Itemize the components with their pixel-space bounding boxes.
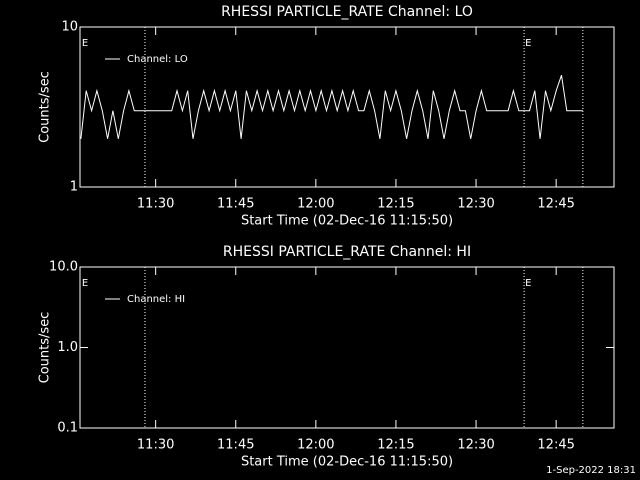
legend-label: Channel: LO [127, 54, 188, 65]
y-axis-label: Counts/sec [38, 71, 53, 143]
annotation: E [82, 278, 88, 289]
y-tick-label: 10.0 [49, 260, 78, 275]
x-tick-label: 12:30 [457, 197, 494, 212]
y-tick-label: 10 [61, 20, 78, 35]
annotation: E [525, 38, 531, 49]
y-axis-label: Counts/sec [38, 312, 53, 384]
y-tick-label: 1.0 [57, 340, 78, 355]
x-tick-label: 12:15 [377, 438, 414, 453]
plot-frame [79, 26, 615, 188]
chart-title: RHESSI PARTICLE_RATE Channel: LO [221, 4, 473, 20]
x-tick-label: 12:00 [297, 197, 334, 212]
legend-label: Channel: HI [127, 294, 185, 305]
x-tick-label: 12:30 [457, 438, 494, 453]
x-tick-label: 12:45 [537, 438, 574, 453]
annotation: E [525, 278, 531, 289]
x-axis-label: Start Time (02-Dec-16 11:15:50) [241, 455, 453, 470]
x-tick-label: 12:15 [377, 197, 414, 212]
y-tick-label: 1 [70, 180, 78, 195]
footer: 1-Sep-2022 18:31 [546, 465, 636, 476]
annotation: E [82, 38, 88, 49]
x-tick-label: 11:30 [137, 197, 174, 212]
x-tick-label: 12:45 [537, 197, 574, 212]
x-tick-label: 11:30 [137, 438, 174, 453]
y-tick-label: 0.1 [57, 421, 78, 436]
x-tick-label: 11:45 [217, 438, 254, 453]
x-axis-label: Start Time (02-Dec-16 11:15:50) [241, 214, 453, 229]
data-line [80, 75, 583, 139]
x-tick-label: 12:00 [297, 438, 334, 453]
x-tick-label: 11:45 [217, 197, 254, 212]
chart-title: RHESSI PARTICLE_RATE Channel: HI [223, 244, 471, 260]
